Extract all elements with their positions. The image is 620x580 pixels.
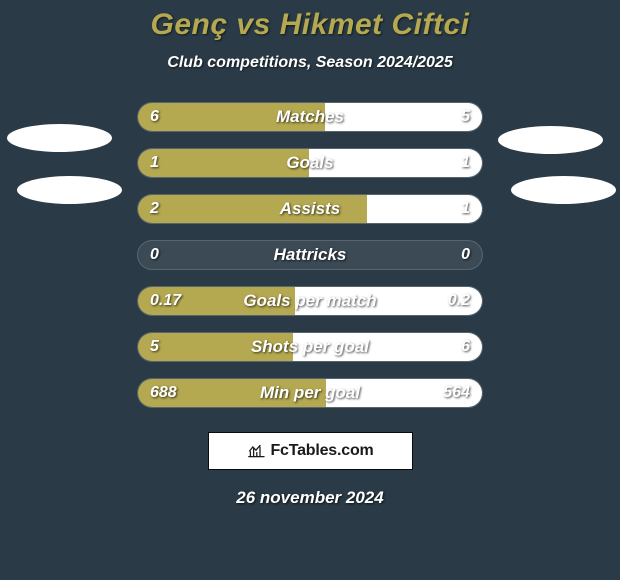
- decor-ellipse: [511, 176, 616, 204]
- stat-row: 00Hattricks: [137, 240, 483, 270]
- stat-label: Hattricks: [138, 241, 482, 269]
- comparison-card: Genç vs Hikmet Ciftci Club competitions,…: [0, 0, 620, 580]
- date-label: 26 november 2024: [0, 488, 620, 508]
- page-title: Genç vs Hikmet Ciftci: [0, 8, 620, 42]
- stat-label: Shots per goal: [138, 333, 482, 361]
- stat-label: Assists: [138, 195, 482, 223]
- stat-label: Goals per match: [138, 287, 482, 315]
- stat-label: Matches: [138, 103, 482, 131]
- stat-label: Min per goal: [138, 379, 482, 407]
- logo-text: FcTables.com: [270, 442, 373, 460]
- stat-row: 56Shots per goal: [137, 332, 483, 362]
- subtitle: Club competitions, Season 2024/2025: [0, 54, 620, 72]
- stat-row: 688564Min per goal: [137, 378, 483, 408]
- stat-row: 21Assists: [137, 194, 483, 224]
- stat-row: 65Matches: [137, 102, 483, 132]
- stat-row: 11Goals: [137, 148, 483, 178]
- decor-ellipse: [7, 124, 112, 152]
- stat-label: Goals: [138, 149, 482, 177]
- decor-ellipse: [498, 126, 603, 154]
- stat-row: 0.170.2Goals per match: [137, 286, 483, 316]
- logo-badge: FcTables.com: [208, 432, 413, 470]
- fctables-icon: [246, 443, 266, 459]
- decor-ellipse: [17, 176, 122, 204]
